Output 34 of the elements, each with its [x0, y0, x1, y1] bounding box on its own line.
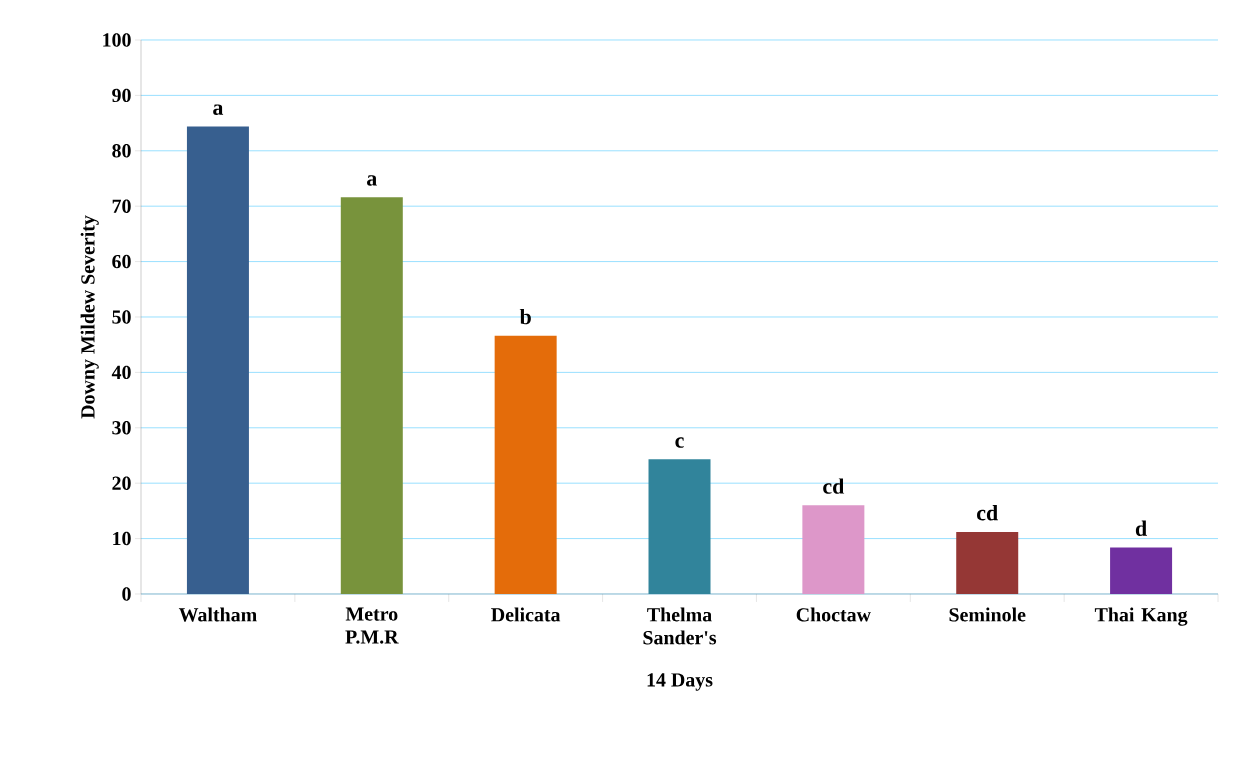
y-tick-label: 100	[103, 33, 131, 47]
bar	[648, 459, 711, 594]
x-tick-label: Metro P.M.R	[345, 607, 399, 644]
annotation: c	[675, 437, 684, 448]
x-tick-label: Waltham	[178, 607, 257, 622]
y-tick-label: 90	[112, 88, 131, 103]
y-axis-title: Downy Mildew Severity	[80, 215, 99, 419]
annotation: a	[213, 104, 224, 115]
y-tick-label: 10	[113, 531, 131, 546]
y-tick-label: 70	[112, 199, 131, 213]
y-tick-label: 50	[112, 310, 131, 324]
y-tick-label: 20	[112, 476, 131, 490]
x-tick-label: Choctaw	[796, 607, 871, 622]
bar	[956, 531, 1019, 594]
y-tick-label: 0	[122, 587, 131, 601]
y-tick-label: 30	[112, 421, 131, 435]
x-tick-label: Delicata	[491, 607, 561, 622]
annotation: b	[519, 308, 531, 325]
y-tick-label: 80	[112, 144, 131, 158]
x-tick-label: Seminole	[949, 607, 1026, 622]
bar	[1110, 547, 1173, 594]
x-tick-label: Thai Kang	[1094, 607, 1188, 626]
bar	[802, 505, 865, 594]
annotation: cd	[977, 505, 998, 521]
y-tick-label: 60	[112, 254, 131, 269]
annotation: a	[367, 175, 377, 186]
annotation: d	[1135, 520, 1147, 536]
annotation: cd	[823, 478, 845, 494]
bar	[186, 126, 249, 594]
x-axis-title: 14 Days	[647, 673, 713, 691]
y-tick-label: 40	[111, 365, 131, 380]
bar	[340, 197, 403, 594]
x-tick-label: Thelma Sander's	[643, 607, 717, 645]
bar	[494, 335, 557, 594]
